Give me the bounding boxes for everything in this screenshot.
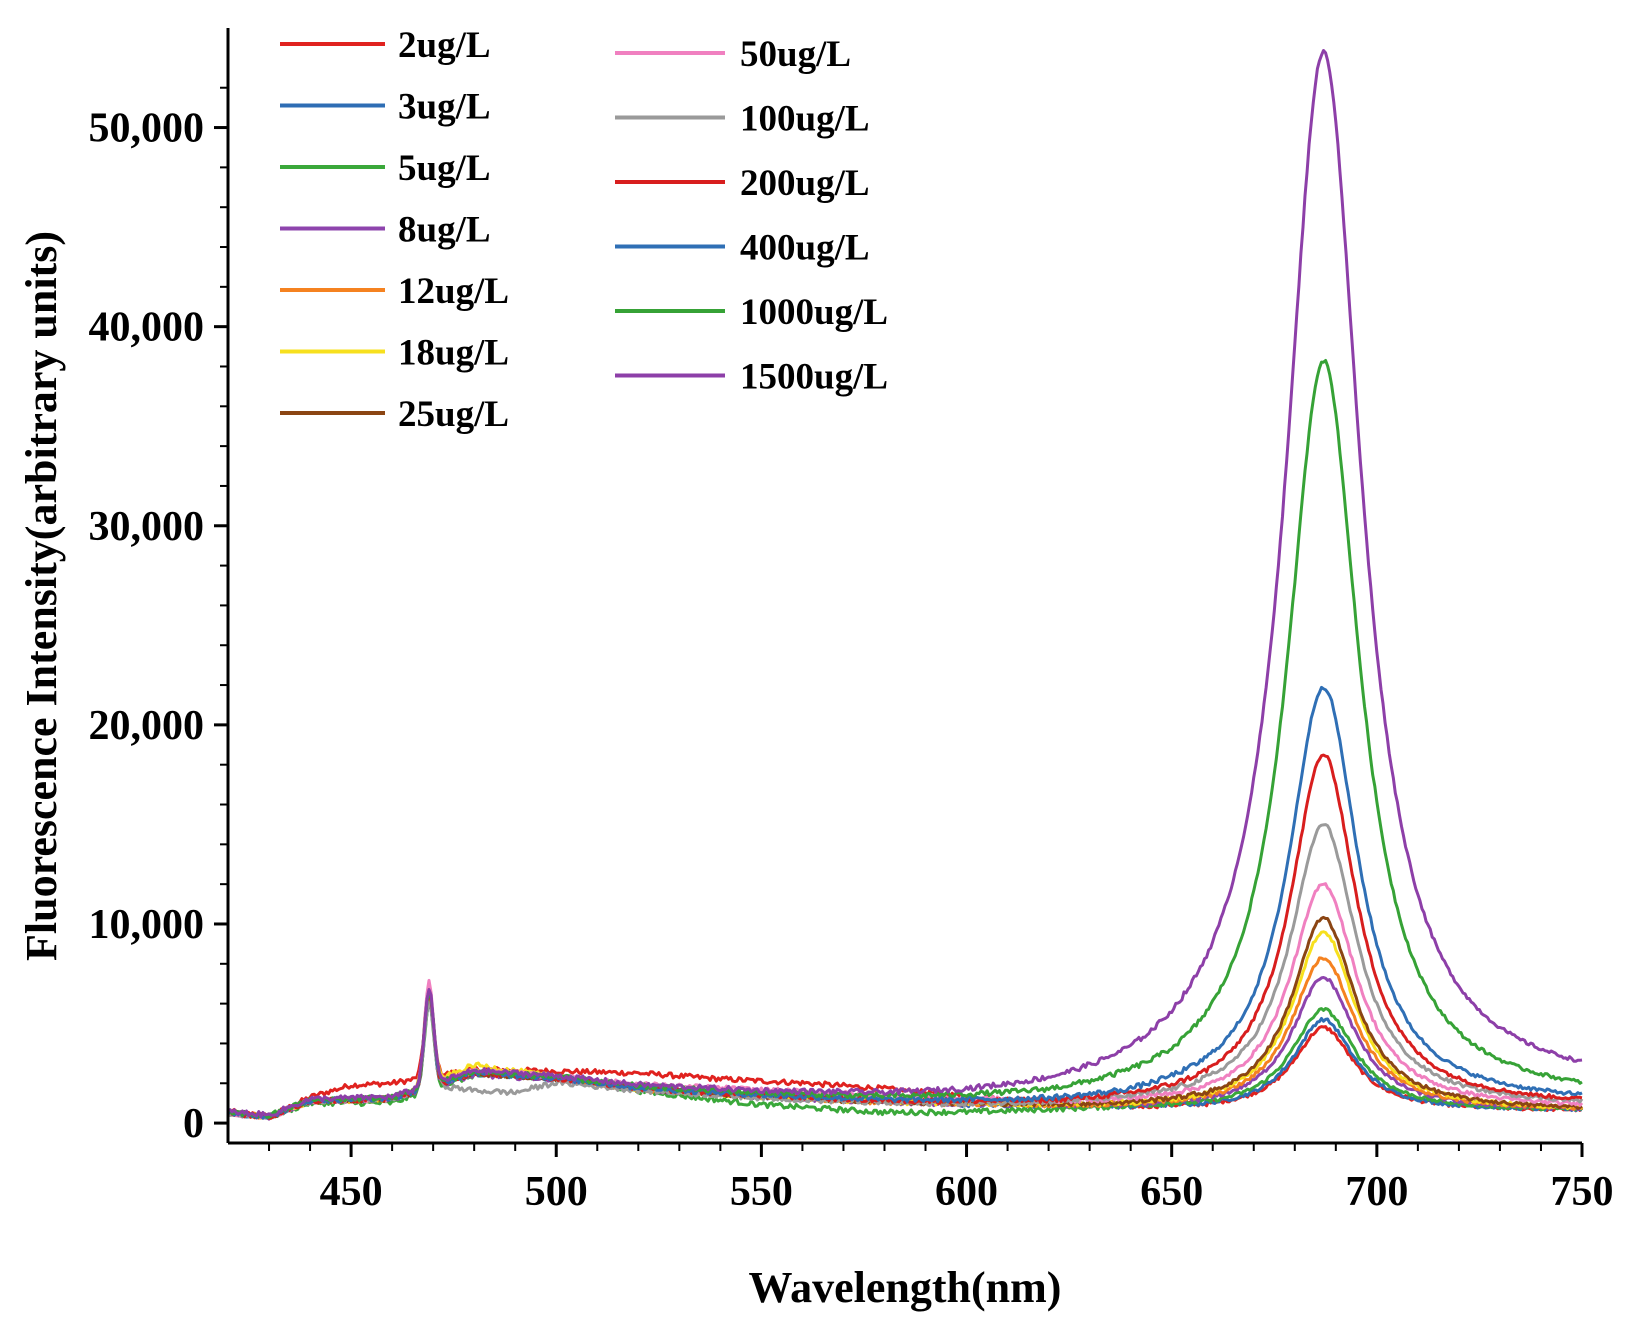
legend: 2ug/L 3ug/L 5ug/L 8ug/L 12ug/L 18ug/L 25ug/L 50… xyxy=(280,25,888,435)
x-ticks: 450 500 550 600 650 700 750 xyxy=(268,1143,1614,1215)
series-line-100ug-L xyxy=(227,823,1584,1120)
plot-lines xyxy=(226,49,1584,1121)
legend-label: 12ug/L xyxy=(398,271,509,312)
x-axis-title: Wavelength(nm) xyxy=(749,1263,1062,1312)
y-tick-label: 40,000 xyxy=(89,305,205,351)
x-tick-label: 550 xyxy=(730,1169,793,1215)
x-tick-label: 750 xyxy=(1551,1169,1614,1215)
y-ticks: 0 10,000 20,000 30,000 40,000 50,000 xyxy=(89,86,228,1147)
legend-label: 50ug/L xyxy=(740,34,851,75)
legend-label: 8ug/L xyxy=(398,210,491,251)
legend-label: 18ug/L xyxy=(398,333,509,374)
y-tick-label: 20,000 xyxy=(89,703,205,749)
legend-label: 2ug/L xyxy=(398,25,491,66)
x-tick-label: 500 xyxy=(525,1169,588,1215)
legend-label: 25ug/L xyxy=(398,394,509,435)
x-tick-label: 650 xyxy=(1140,1169,1203,1215)
series-line-1500ug-L xyxy=(227,49,1583,1119)
legend-label: 1000ug/L xyxy=(740,292,888,333)
y-tick-label: 30,000 xyxy=(89,504,205,550)
legend-label: 5ug/L xyxy=(398,148,491,189)
legend-label: 200ug/L xyxy=(740,163,870,204)
legend-label: 1500ug/L xyxy=(740,357,888,398)
y-tick-label: 50,000 xyxy=(89,106,205,152)
x-tick-label: 600 xyxy=(935,1169,998,1215)
y-axis-title: Fluorescence Intensity(arbitrary units) xyxy=(17,231,66,961)
legend-label: 400ug/L xyxy=(740,228,870,269)
x-tick-label: 700 xyxy=(1345,1169,1408,1215)
legend-label: 100ug/L xyxy=(740,99,870,140)
series-line-400ug-L xyxy=(226,685,1583,1120)
series-line-1000ug-L xyxy=(227,359,1583,1119)
y-tick-label: 0 xyxy=(183,1101,204,1147)
legend-label: 3ug/L xyxy=(398,87,491,128)
y-tick-label: 10,000 xyxy=(89,902,205,948)
axes xyxy=(226,28,1582,1145)
x-tick-label: 450 xyxy=(320,1169,383,1215)
